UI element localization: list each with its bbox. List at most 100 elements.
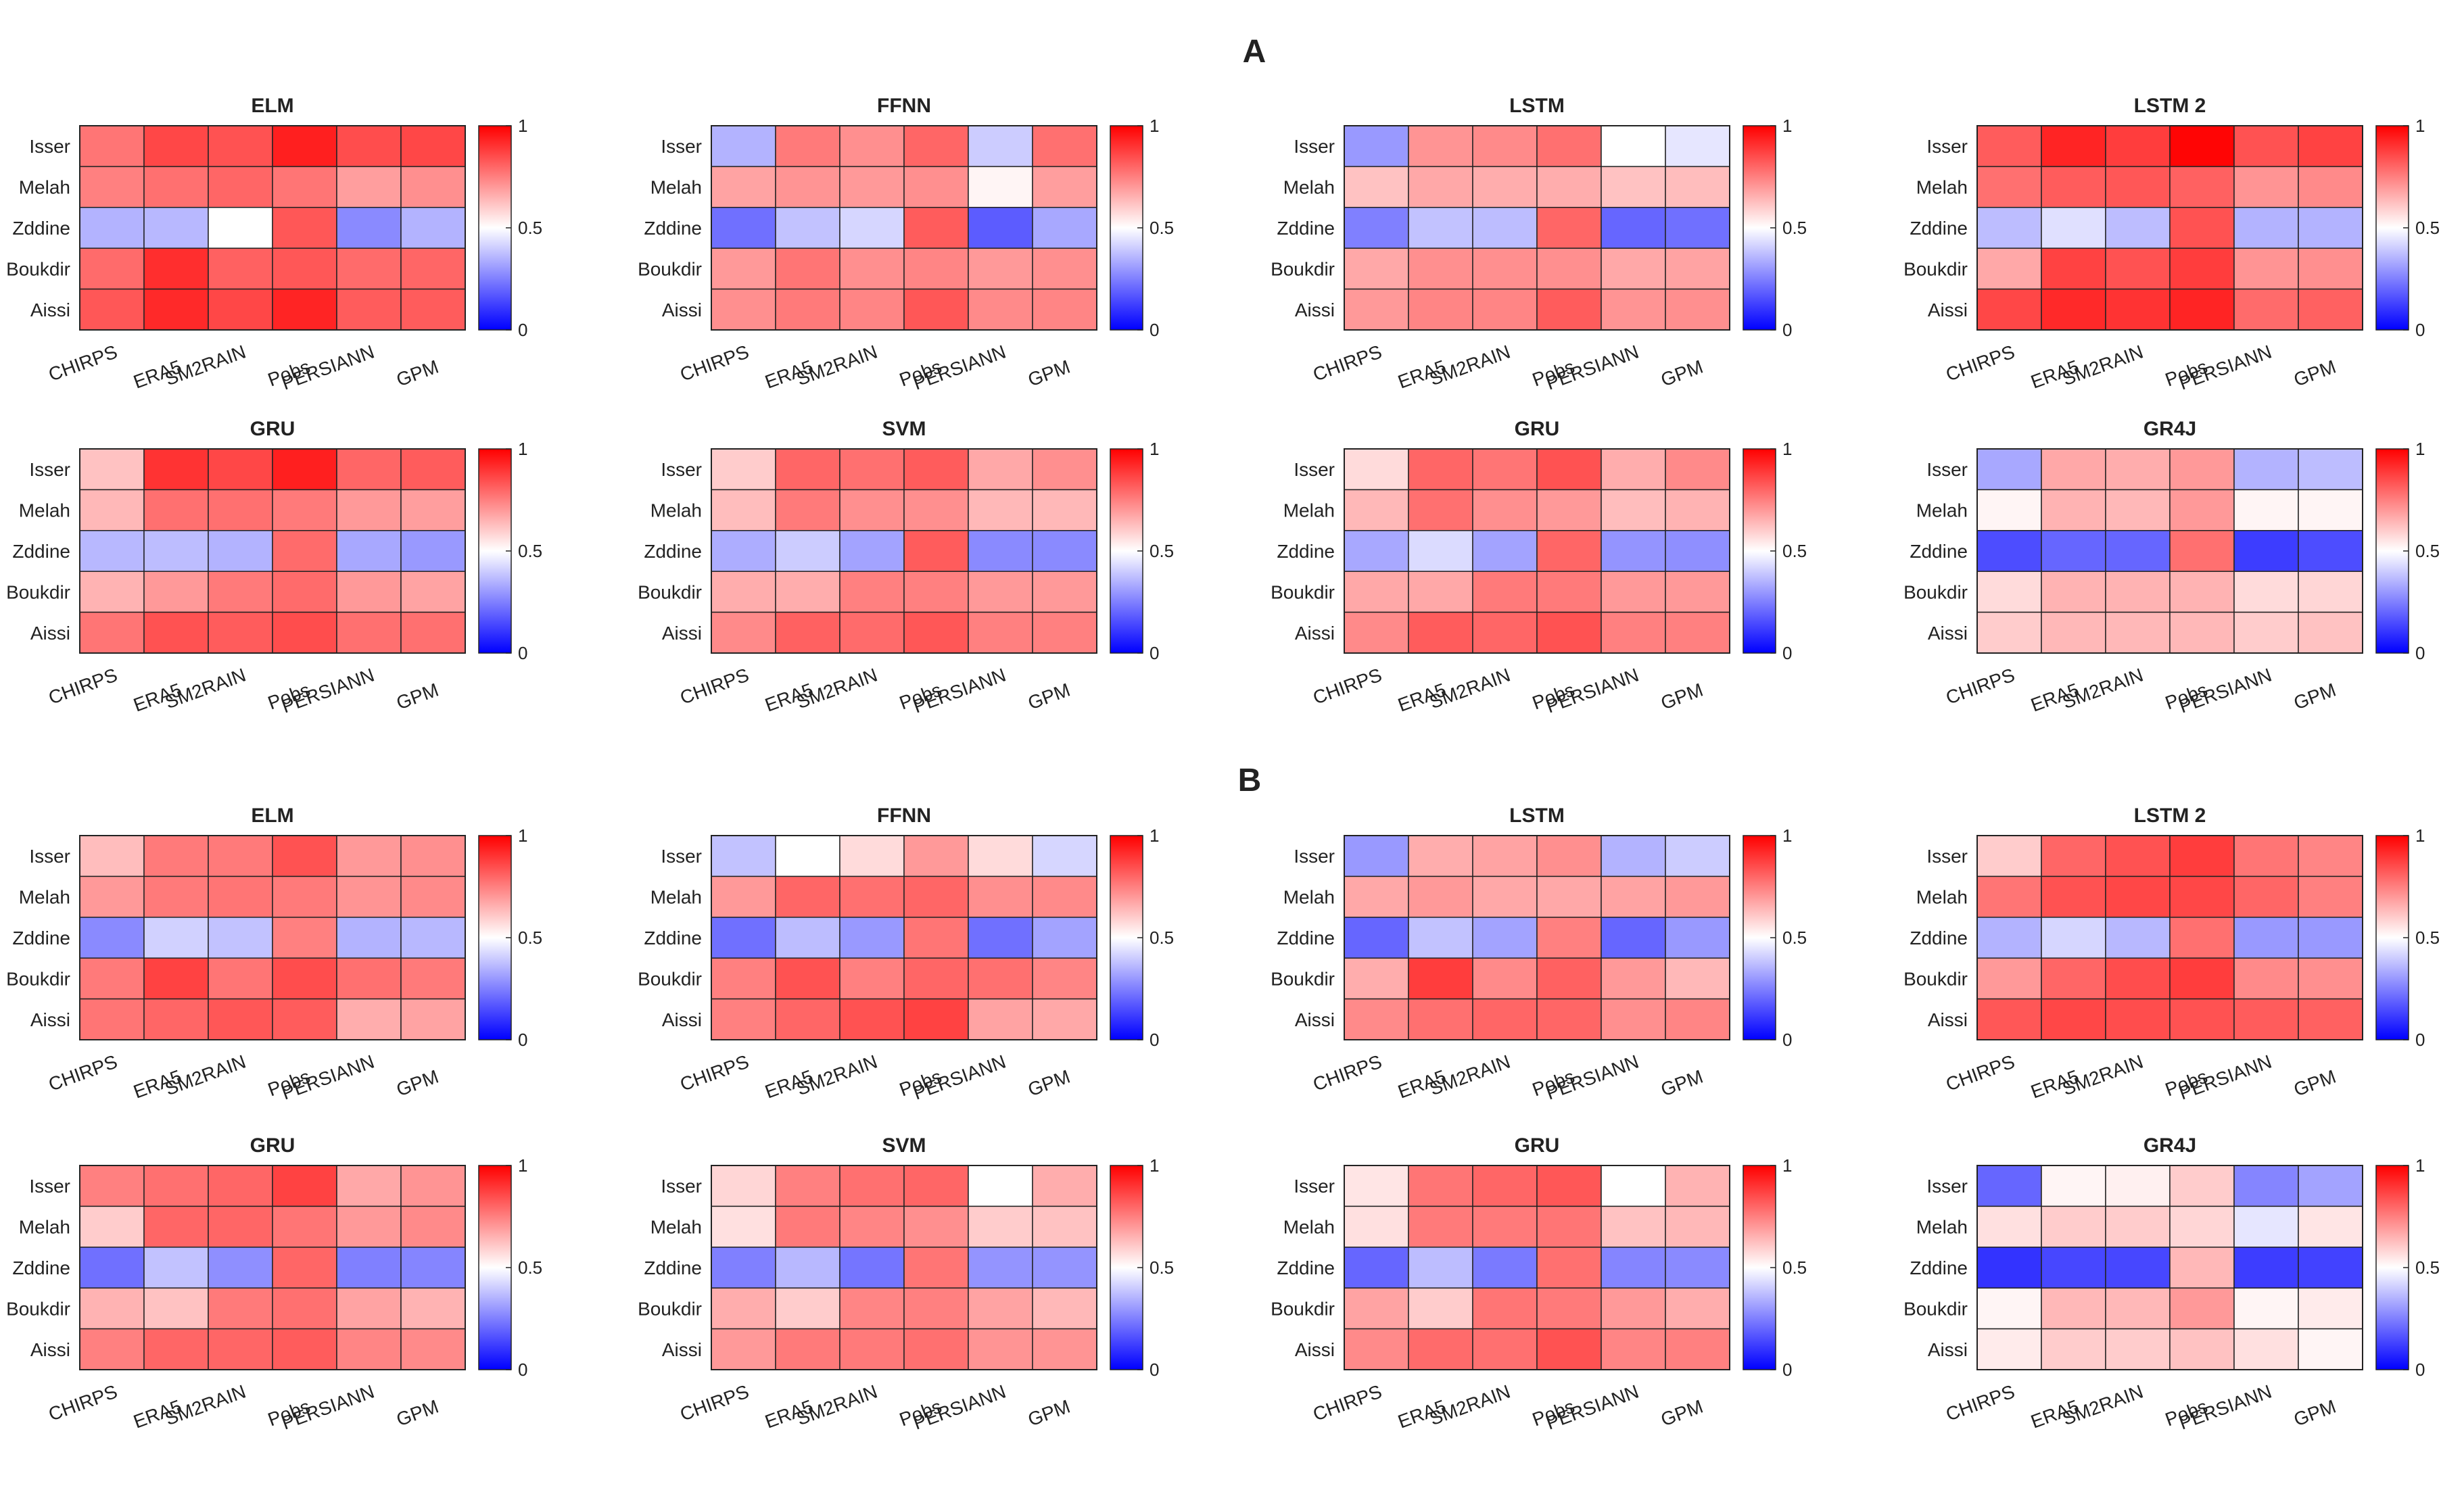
heatmap-cell-aissi-chirps xyxy=(711,1328,776,1370)
heatmap-cell-boukdir-persiann xyxy=(1601,1287,1666,1330)
heatmap-cell-melah-pobs xyxy=(2169,1205,2235,1248)
heatmap-cell-melah-sm2rain xyxy=(1472,875,1538,918)
heatmap-cell-boukdir-era5 xyxy=(1408,247,1473,290)
colorbar-tick-label: 0 xyxy=(1782,643,1792,663)
heatmap-frame xyxy=(1344,835,1730,1040)
heatmap-cell-boukdir-persiann xyxy=(2233,957,2299,1000)
heatmap-cell-aissi-sm2rain xyxy=(2105,998,2171,1040)
colorbar-tick-label: 0 xyxy=(518,643,527,663)
heatmap-cell-isser-sm2rain xyxy=(1472,835,1538,878)
heatmap-cell-boukdir-persiann xyxy=(2233,1287,2299,1330)
column-label-chirps: CHIRPS xyxy=(1943,665,2018,708)
heatmap-cell-isser-pobs xyxy=(2169,448,2235,491)
column-label-chirps: CHIRPS xyxy=(1310,341,1385,385)
heatmap-title: GRU xyxy=(1515,418,1560,440)
heatmap-cell-isser-gpm xyxy=(1032,835,1097,878)
column-label-chirps: CHIRPS xyxy=(46,665,120,708)
heatmap-cell-aissi-persiann xyxy=(1601,1328,1666,1370)
heatmap-cell-boukdir-chirps xyxy=(1344,571,1409,613)
heatmap-cell-isser-persiann xyxy=(968,835,1033,878)
heatmap-cell-zddine-chirps xyxy=(1344,530,1409,572)
column-label-gpm: GPM xyxy=(1025,679,1073,714)
heatmap-4-lstm-2: LSTM 2 Isser Melah Zddine Boukdir Aissi CHIRPS… xyxy=(1903,95,2440,394)
heatmap-cell-zddine-pobs xyxy=(272,207,337,249)
column-label-sm2rain: SM2RAIN xyxy=(794,341,880,390)
colorbar-tick-label: 1 xyxy=(2415,116,2425,136)
heatmap-cell-zddine-era5 xyxy=(143,530,209,572)
heatmap-frame xyxy=(79,448,466,654)
heatmap-cell-zddine-persiann xyxy=(1601,207,1666,249)
heatmap-cell-isser-persiann xyxy=(2233,1165,2299,1207)
row-label-melah: Melah xyxy=(1916,1217,1968,1238)
heatmap-cell-isser-gpm xyxy=(400,1165,466,1207)
heatmap-cell-boukdir-sm2rain xyxy=(208,1287,273,1330)
heatmap-cell-aissi-pobs xyxy=(2169,998,2235,1040)
column-label-gpm: GPM xyxy=(1025,1066,1073,1101)
heatmap-cell-melah-chirps xyxy=(1344,166,1409,208)
colorbar-tick-label: 0 xyxy=(518,320,527,340)
heatmap-cell-zddine-persiann xyxy=(336,1247,402,1289)
colorbar-tick-label: 0 xyxy=(518,1360,527,1380)
row-label-isser: Isser xyxy=(1294,846,1335,867)
heatmap-cell-aissi-persiann xyxy=(1601,611,1666,654)
heatmap-cell-melah-gpm xyxy=(1032,875,1097,918)
heatmap-cell-melah-era5 xyxy=(2041,1205,2106,1248)
row-label-isser: Isser xyxy=(1294,459,1335,480)
heatmap-cell-isser-pobs xyxy=(2169,125,2235,168)
row-label-isser: Isser xyxy=(1926,136,1968,157)
heatmap-cell-boukdir-pobs xyxy=(903,571,969,613)
heatmap-cell-isser-sm2rain xyxy=(1472,448,1538,491)
row-label-aissi: Aissi xyxy=(30,623,70,644)
heatmap-cell-isser-sm2rain xyxy=(2105,1165,2171,1207)
heatmap-cell-melah-pobs xyxy=(903,1205,969,1248)
heatmap-cell-zddine-persiann xyxy=(968,917,1033,959)
heatmap-cell-zddine-sm2rain xyxy=(839,207,905,249)
column-label-sm2rain: SM2RAIN xyxy=(162,665,249,713)
heatmap-cell-aissi-pobs xyxy=(903,1328,969,1370)
heatmap-cell-aissi-gpm xyxy=(2298,1328,2363,1370)
heatmap-cell-boukdir-sm2rain xyxy=(2105,957,2171,1000)
row-label-melah: Melah xyxy=(1283,1217,1335,1238)
heatmap-cell-aissi-sm2rain xyxy=(208,998,273,1040)
row-label-isser: Isser xyxy=(29,136,70,157)
heatmap-cell-zddine-gpm xyxy=(1032,1247,1097,1289)
heatmap-cell-boukdir-pobs xyxy=(272,247,337,290)
heatmap-cell-isser-persiann xyxy=(1601,125,1666,168)
heatmap-cell-zddine-gpm xyxy=(1665,530,1730,572)
heatmap-cell-boukdir-chirps xyxy=(1976,571,2042,613)
heatmap-cell-melah-era5 xyxy=(2041,489,2106,531)
row-label-isser: Isser xyxy=(1926,846,1968,867)
heatmap-title: GRU xyxy=(250,1134,295,1157)
row-label-melah: Melah xyxy=(650,887,702,908)
row-label-isser: Isser xyxy=(29,1176,70,1197)
heatmap-cell-isser-sm2rain xyxy=(2105,125,2171,168)
heatmap-cell-melah-era5 xyxy=(1408,489,1473,531)
heatmap-cell-isser-chirps xyxy=(79,1165,145,1207)
heatmap-cell-isser-gpm xyxy=(2298,448,2363,491)
heatmap-cell-isser-era5 xyxy=(1408,125,1473,168)
heatmap-cell-aissi-pobs xyxy=(2169,611,2235,654)
heatmap-cell-zddine-pobs xyxy=(903,917,969,959)
colorbar-tick-label: 1 xyxy=(2415,439,2425,459)
heatmap-cell-melah-era5 xyxy=(2041,875,2106,918)
row-label-aissi: Aissi xyxy=(1928,623,1968,644)
row-label-aissi: Aissi xyxy=(662,1009,702,1030)
heatmap-cell-aissi-gpm xyxy=(1665,1328,1730,1370)
heatmap-cell-isser-era5 xyxy=(143,835,209,878)
heatmap-cell-zddine-chirps xyxy=(1344,1247,1409,1289)
heatmap-cell-zddine-gpm xyxy=(2298,917,2363,959)
row-label-boukdir: Boukdir xyxy=(638,581,702,602)
heatmap-cell-melah-era5 xyxy=(775,875,840,918)
heatmap-cell-melah-pobs xyxy=(903,489,969,531)
heatmap-cell-isser-sm2rain xyxy=(208,448,273,491)
heatmap-cell-melah-chirps xyxy=(79,166,145,208)
column-label-sm2rain: SM2RAIN xyxy=(162,1051,249,1100)
heatmap-cell-melah-chirps xyxy=(79,875,145,918)
heatmap-cell-zddine-persiann xyxy=(2233,1247,2299,1289)
heatmap-cell-melah-sm2rain xyxy=(208,1205,273,1248)
heatmap-cell-boukdir-gpm xyxy=(1665,1287,1730,1330)
heatmap-cell-aissi-pobs xyxy=(272,1328,337,1370)
